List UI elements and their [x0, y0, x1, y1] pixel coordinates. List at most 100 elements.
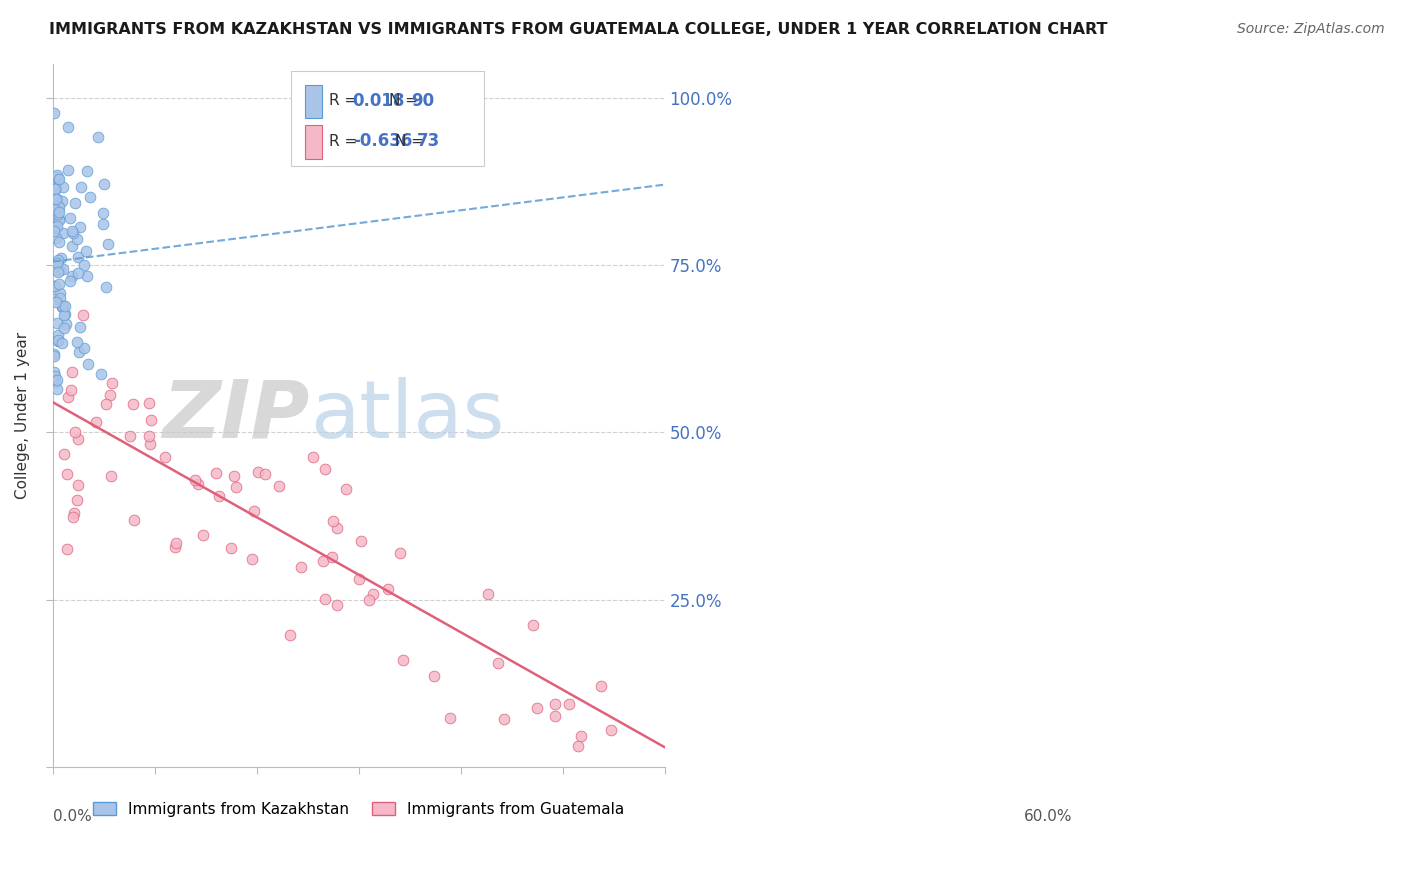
Point	[98, 388, 121, 402]
Point	[46, 327, 69, 342]
Point	[69, 319, 91, 334]
Point	[49, 285, 72, 300]
Point	[45, 230, 67, 244]
Point	[138, 396, 160, 410]
Point	[492, 712, 515, 726]
Point	[165, 535, 187, 549]
Point	[60, 225, 83, 239]
Point	[204, 466, 226, 480]
Point	[314, 462, 336, 476]
Point	[53, 307, 76, 321]
Point	[79, 190, 101, 204]
Text: R =: R =	[329, 94, 363, 108]
Point	[350, 533, 373, 548]
Point	[48, 211, 70, 226]
Point	[100, 376, 122, 390]
Point	[567, 739, 589, 753]
Point	[544, 709, 567, 723]
Point	[51, 299, 73, 313]
Point	[48, 172, 70, 186]
Point	[302, 450, 325, 464]
Point	[65, 425, 87, 440]
Point	[322, 514, 344, 528]
Point	[97, 236, 120, 251]
Point	[558, 697, 581, 711]
Point	[52, 447, 75, 461]
Point	[139, 437, 162, 451]
Text: R =: R =	[329, 134, 363, 149]
Point	[163, 540, 186, 554]
Point	[100, 468, 122, 483]
Point	[66, 334, 89, 349]
Point	[477, 587, 499, 601]
Point	[138, 429, 160, 443]
Point	[48, 235, 70, 249]
Point	[75, 244, 97, 258]
Text: -0.636: -0.636	[353, 132, 412, 150]
Point	[569, 729, 592, 743]
Point	[48, 205, 70, 219]
Point	[46, 256, 69, 270]
Point	[67, 477, 90, 491]
Text: atlas: atlas	[309, 376, 505, 455]
Point	[62, 268, 84, 283]
Point	[522, 618, 544, 632]
Point	[347, 572, 370, 586]
Point	[66, 492, 89, 507]
Point	[53, 299, 76, 313]
Point	[526, 700, 548, 714]
Point	[45, 170, 67, 185]
Point	[56, 162, 79, 177]
Point	[184, 473, 207, 487]
Point	[65, 232, 87, 246]
Point	[224, 469, 246, 483]
Point	[67, 266, 90, 280]
Point	[48, 212, 70, 227]
Point	[42, 347, 65, 361]
Point	[321, 549, 343, 564]
Point	[141, 413, 163, 427]
Point	[290, 560, 312, 574]
Point	[52, 299, 75, 313]
Point	[59, 211, 82, 226]
Point	[49, 251, 72, 265]
Point	[423, 669, 446, 683]
Point	[55, 317, 77, 331]
Point	[46, 373, 69, 387]
Point	[45, 382, 67, 396]
Point	[52, 320, 75, 334]
Point	[46, 334, 69, 348]
Point	[49, 291, 72, 305]
Point	[46, 253, 69, 268]
Text: 90: 90	[411, 92, 434, 110]
Point	[44, 279, 66, 293]
Point	[56, 390, 79, 404]
Point	[45, 316, 67, 330]
Point	[42, 365, 65, 379]
Point	[219, 541, 242, 555]
Legend: Immigrants from Kazakhstan, Immigrants from Guatemala: Immigrants from Kazakhstan, Immigrants f…	[87, 796, 630, 823]
Point	[253, 467, 276, 481]
Point	[72, 308, 94, 322]
Point	[600, 723, 623, 737]
Point	[46, 263, 69, 277]
Point	[544, 698, 567, 712]
Point	[269, 479, 291, 493]
Point	[60, 238, 83, 252]
Point	[388, 546, 411, 560]
Text: ZIP: ZIP	[163, 376, 309, 455]
Text: 0.018: 0.018	[353, 92, 405, 110]
Point	[60, 365, 83, 379]
Point	[52, 180, 75, 194]
Point	[193, 528, 215, 542]
Point	[312, 554, 335, 568]
Point	[60, 384, 83, 398]
Text: 0.0%: 0.0%	[53, 809, 91, 824]
Text: 73: 73	[416, 132, 440, 150]
Point	[46, 265, 69, 279]
Point	[589, 679, 612, 693]
Point	[46, 198, 69, 212]
Point	[56, 541, 79, 556]
Point	[44, 368, 66, 383]
Point	[91, 217, 114, 231]
